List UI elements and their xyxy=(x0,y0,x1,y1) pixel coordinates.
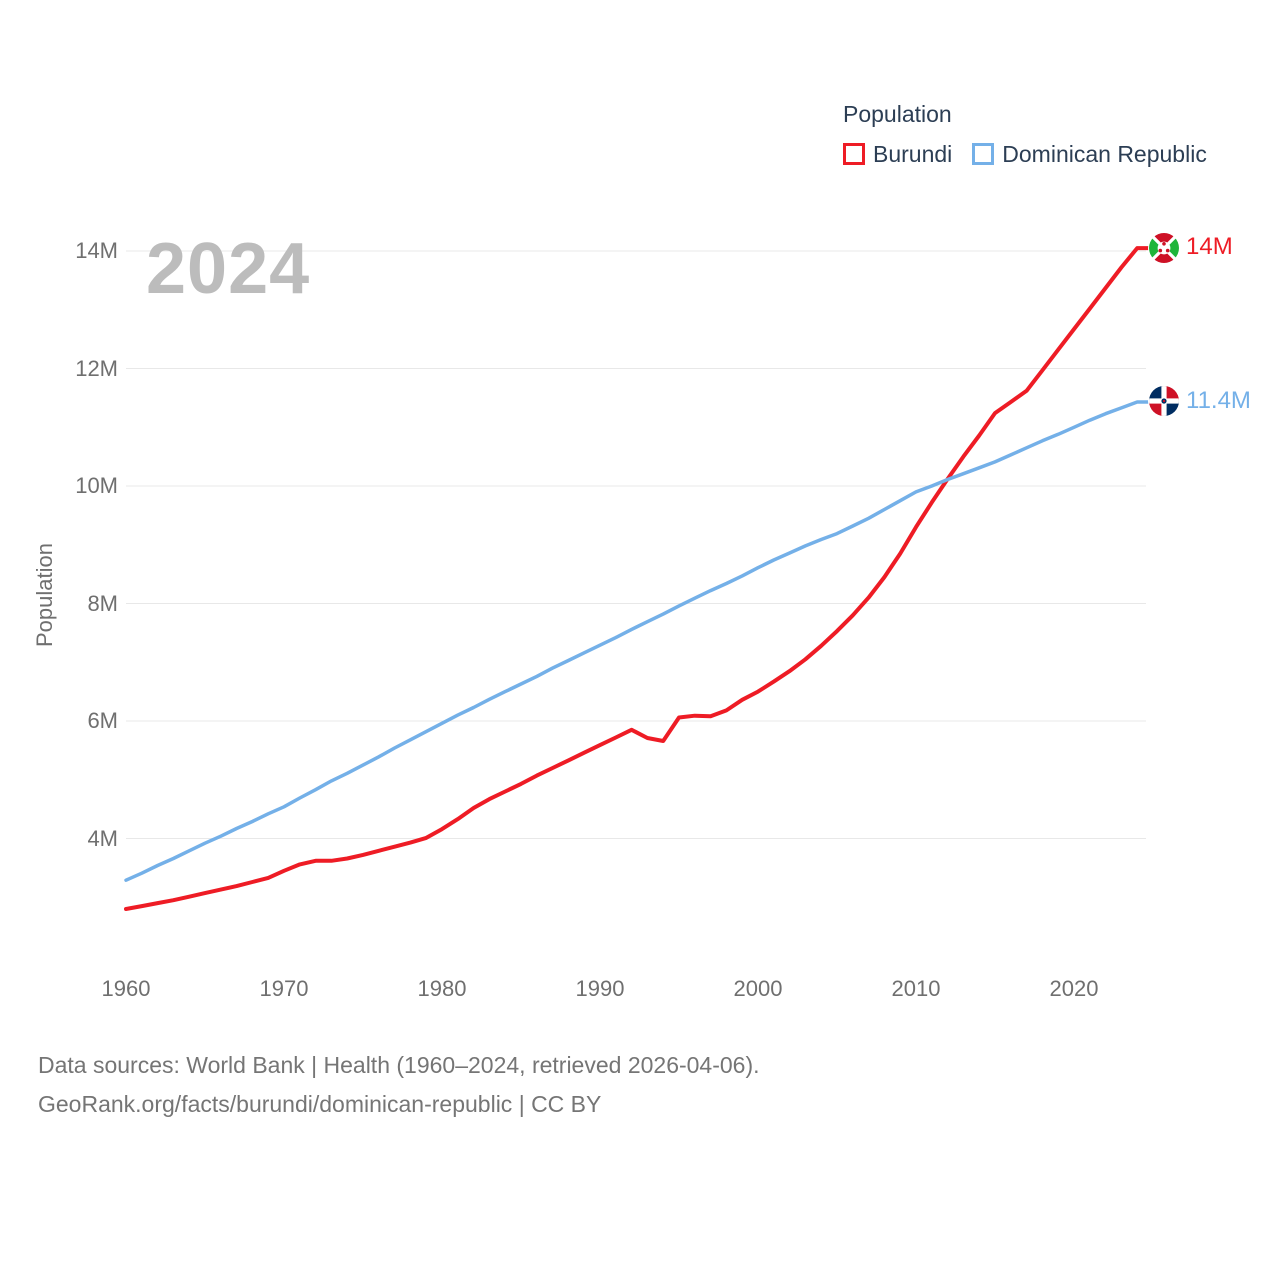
dominican-republic-flag-icon xyxy=(1148,385,1180,417)
legend-item-dominican-republic[interactable]: Dominican Republic xyxy=(972,140,1207,168)
x-tick-label: 1990 xyxy=(575,976,625,1001)
dominican-republic-line[interactable] xyxy=(124,400,1152,882)
x-tick-label: 2020 xyxy=(1049,976,1099,1001)
legend-item-burundi[interactable]: Burundi xyxy=(843,140,952,168)
year-watermark: 2024 xyxy=(146,229,311,309)
legend-label-dominican-republic: Dominican Republic xyxy=(1002,141,1207,167)
burundi-end-label: 14M xyxy=(1186,233,1233,260)
source-line: Data sources: World Bank | Health (1960–… xyxy=(38,1052,760,1078)
dominican-republic-end-label: 11.4M xyxy=(1186,387,1251,414)
gridlines-group xyxy=(126,250,1146,839)
y-axis-title: Population xyxy=(32,543,57,647)
x-tick-label: 2010 xyxy=(891,976,941,1001)
y-tick-label: 6M xyxy=(87,708,118,733)
x-tick-label: 2000 xyxy=(733,976,783,1001)
dominican-republic-swatch-icon xyxy=(972,143,995,165)
y-tick-label: 10M xyxy=(75,473,118,498)
legend-title: Population xyxy=(843,101,952,127)
y-tick-label: 12M xyxy=(75,355,118,381)
legend-row: Burundi Dominican Republic xyxy=(843,140,1207,168)
burundi-swatch-icon xyxy=(843,143,865,165)
burundi-flag-icon xyxy=(1148,232,1180,264)
legend-label-burundi: Burundi xyxy=(873,141,953,167)
x-tick-label: 1970 xyxy=(259,976,309,1001)
x-tick-label: 1980 xyxy=(417,976,467,1001)
source-attribution: Data sources: World Bank | Health (1960–… xyxy=(38,1046,760,1124)
y-tick-label: 4M xyxy=(87,825,118,851)
burundi-line[interactable] xyxy=(124,246,1152,911)
legend: Population Burundi Dominican Republic xyxy=(843,99,1207,168)
series-group xyxy=(124,246,1152,911)
y-tick-label: 8M xyxy=(87,590,118,616)
x-tick-label: 1960 xyxy=(101,976,151,1001)
y-tick-label: 14M xyxy=(75,238,118,263)
license-line: GeoRank.org/facts/burundi/dominican-repu… xyxy=(38,1091,602,1117)
